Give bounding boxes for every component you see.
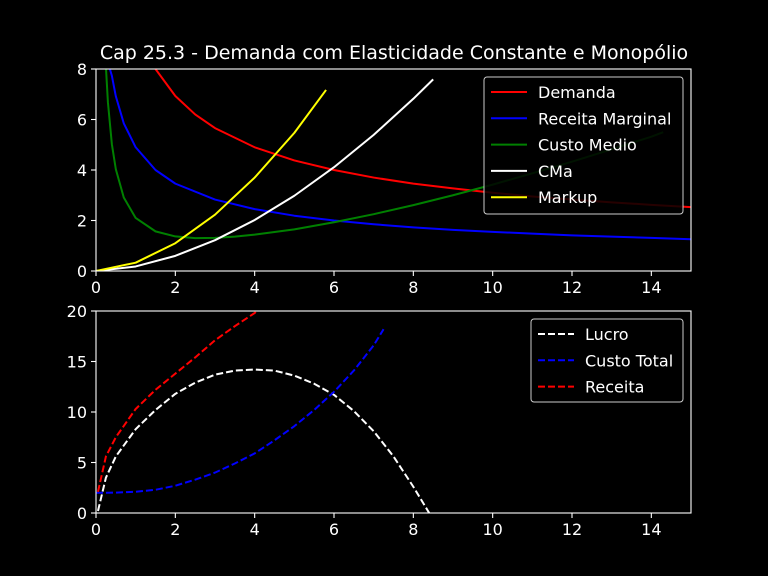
y-tick-label: 15 xyxy=(67,353,87,372)
x-tick-label: 0 xyxy=(91,520,101,539)
x-tick-label: 4 xyxy=(250,278,260,297)
y-tick-label: 0 xyxy=(77,262,87,281)
y-tick-label: 6 xyxy=(77,111,87,130)
subplot-1: 0 2 4 6 8 10 12 14 0 2 4 6 8 Demanda Receita Marginal C… xyxy=(77,60,692,297)
legend-label: Demanda xyxy=(538,83,616,102)
y-tick-label: 5 xyxy=(77,454,87,473)
y-tick-label: 20 xyxy=(67,302,87,321)
series-line-receita xyxy=(97,311,258,493)
legend-label: Receita xyxy=(585,378,644,397)
series-group xyxy=(96,311,431,513)
series-line-lucro xyxy=(97,368,431,513)
legend: Lucro Custo Total Receita xyxy=(530,318,684,403)
y-tick-label: 4 xyxy=(77,161,87,180)
legend-box xyxy=(530,318,684,403)
y-tick-label: 2 xyxy=(77,212,87,231)
series-line-receita-marginal xyxy=(108,69,691,241)
series-line-custo-total xyxy=(96,328,385,494)
x-tick-label: 0 xyxy=(91,278,101,297)
legend-label: CMa xyxy=(538,162,573,181)
x-tick-label: 12 xyxy=(562,520,582,539)
y-tick-label: 0 xyxy=(77,504,87,523)
x-tick-label: 2 xyxy=(170,278,180,297)
legend-label: Receita Marginal xyxy=(538,109,671,128)
y-tick-label: 8 xyxy=(77,60,87,79)
x-tick-label: 4 xyxy=(250,520,260,539)
legend-label: Lucro xyxy=(585,325,629,344)
subplot-2: 0 2 4 6 8 10 12 14 0 5 10 15 20 Lucro Custo Total Recei… xyxy=(67,302,692,539)
x-tick-label: 8 xyxy=(408,520,418,539)
x-tick-label: 6 xyxy=(329,278,339,297)
legend-label: Markup xyxy=(538,188,597,207)
x-tick-label: 8 xyxy=(408,278,418,297)
x-tick-label: 6 xyxy=(329,520,339,539)
legend-label: Custo Medio xyxy=(538,136,637,155)
x-tick-label: 14 xyxy=(641,520,661,539)
y-tick-label: 10 xyxy=(67,403,87,422)
series-line-markup xyxy=(96,89,327,271)
legend-label: Custo Total xyxy=(585,351,673,370)
x-tick-label: 14 xyxy=(641,278,661,297)
x-tick-label: 2 xyxy=(170,520,180,539)
x-tick-label: 10 xyxy=(482,278,502,297)
x-tick-label: 12 xyxy=(562,278,582,297)
x-tick-label: 10 xyxy=(482,520,502,539)
legend: Demanda Receita Marginal Custo Medio CMa Mar… xyxy=(483,76,684,215)
legend-box xyxy=(483,76,684,215)
series-line-cma xyxy=(96,78,434,271)
chart-title: Cap 25.3 - Demanda com Elasticidade Cons… xyxy=(100,42,688,64)
